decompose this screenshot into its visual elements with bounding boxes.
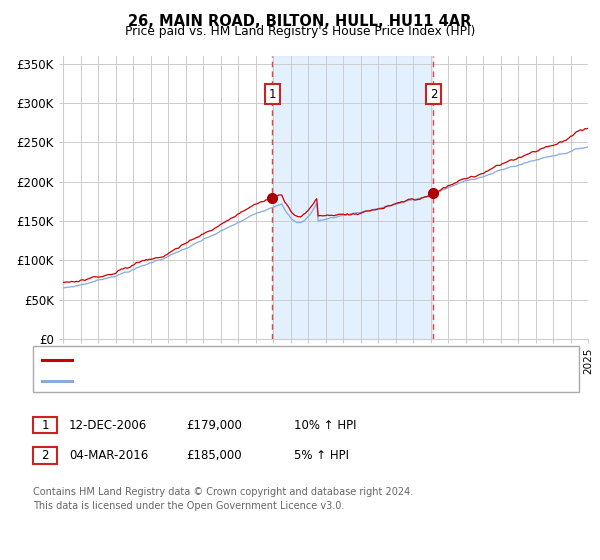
Text: 26, MAIN ROAD, BILTON, HULL, HU11 4AR (detached house): 26, MAIN ROAD, BILTON, HULL, HU11 4AR (d… <box>78 354 412 365</box>
Text: Price paid vs. HM Land Registry's House Price Index (HPI): Price paid vs. HM Land Registry's House … <box>125 25 475 38</box>
Text: 04-MAR-2016: 04-MAR-2016 <box>69 449 148 463</box>
Text: 12-DEC-2006: 12-DEC-2006 <box>69 418 147 432</box>
Text: £185,000: £185,000 <box>186 449 242 463</box>
Text: 1: 1 <box>268 88 276 101</box>
Text: 2: 2 <box>430 88 437 101</box>
Bar <box>272 56 433 339</box>
Text: 10% ↑ HPI: 10% ↑ HPI <box>294 418 356 432</box>
Text: Contains HM Land Registry data © Crown copyright and database right 2024.
This d: Contains HM Land Registry data © Crown c… <box>33 487 413 511</box>
Text: 1: 1 <box>41 418 49 432</box>
Text: 26, MAIN ROAD, BILTON, HULL, HU11 4AR: 26, MAIN ROAD, BILTON, HULL, HU11 4AR <box>128 14 472 29</box>
Text: HPI: Average price, detached house, City of Kingston upon Hull: HPI: Average price, detached house, City… <box>78 376 430 386</box>
Text: 5% ↑ HPI: 5% ↑ HPI <box>294 449 349 463</box>
Text: £179,000: £179,000 <box>186 418 242 432</box>
Text: 2: 2 <box>41 449 49 463</box>
